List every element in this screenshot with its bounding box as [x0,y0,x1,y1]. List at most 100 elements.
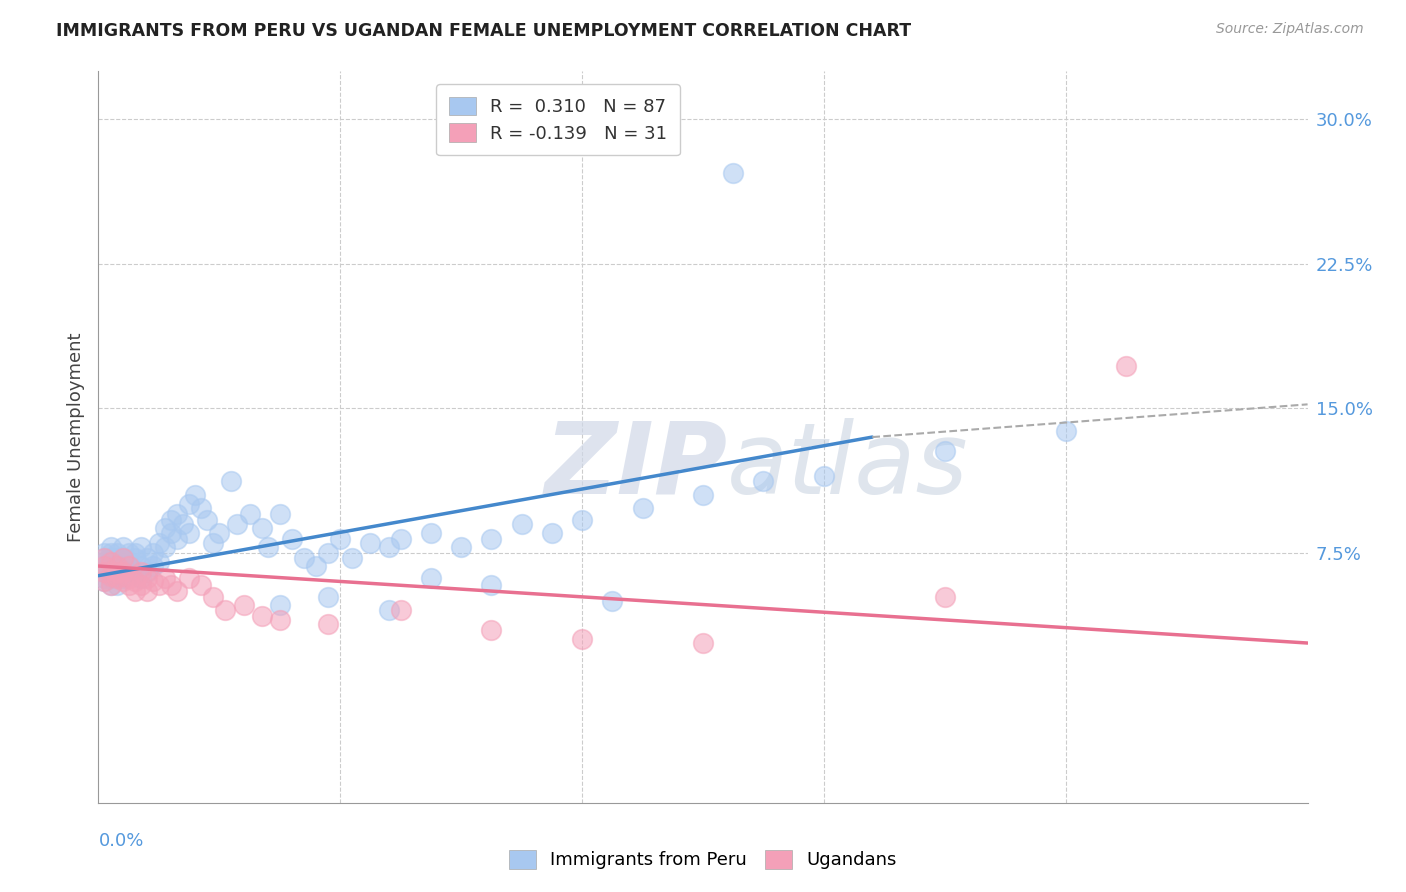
Point [93,574,115,589]
Point [105,559,128,574]
Point [692,488,714,502]
Point [105,565,128,579]
Point [100,578,122,592]
Point [420,571,443,585]
Legend: R =  0.310   N = 87, R = -0.139   N = 31: R = 0.310 N = 87, R = -0.139 N = 31 [436,84,681,155]
Point [166,532,188,546]
Point [172,516,194,531]
Point [129,540,152,554]
Point [208,526,231,541]
Point [111,574,134,589]
Point [450,540,472,554]
Point [389,532,412,546]
Point [934,590,956,604]
Point [221,475,243,489]
Point [142,559,165,574]
Point [100,551,122,566]
Text: IMMIGRANTS FROM PERU VS UGANDAN FEMALE UNEMPLOYMENT CORRELATION CHART: IMMIGRANTS FROM PERU VS UGANDAN FEMALE U… [56,22,911,40]
Point [250,609,273,624]
Point [111,571,134,585]
Point [105,571,128,585]
Point [111,565,134,579]
Point [153,540,176,554]
Point [135,584,157,599]
Point [124,545,146,559]
Point [93,565,115,579]
Point [93,545,115,559]
Point [93,571,115,585]
Text: 0.0%: 0.0% [98,832,143,850]
Point [142,574,165,589]
Point [269,507,291,521]
Point [105,551,128,566]
Point [1115,359,1137,373]
Point [481,532,503,546]
Point [184,488,207,502]
Point [420,526,443,541]
Point [100,571,122,585]
Legend: Immigrants from Peru, Ugandans: Immigrants from Peru, Ugandans [501,841,905,879]
Point [105,545,128,559]
Point [571,513,593,527]
Point [316,545,339,559]
Point [148,555,170,569]
Text: atlas: atlas [727,417,969,515]
Point [129,559,152,574]
Point [1054,425,1077,439]
Point [105,565,128,579]
Point [100,568,122,582]
Point [360,536,382,550]
Point [129,578,152,592]
Point [160,526,183,541]
Point [93,555,115,569]
Point [179,498,201,512]
Point [602,593,624,607]
Point [93,559,115,574]
Point [118,559,141,574]
Point [105,559,128,574]
Point [269,613,291,627]
Point [118,559,141,574]
Point [124,574,146,589]
Point [118,545,141,559]
Point [129,571,152,585]
Point [540,526,562,541]
Point [153,571,176,585]
Point [111,551,134,566]
Point [195,513,218,527]
Point [292,551,315,566]
Point [135,565,157,579]
Point [269,598,291,612]
Point [100,578,122,592]
Point [148,578,170,592]
Point [481,578,503,592]
Point [256,540,278,554]
Point [124,565,146,579]
Point [481,623,503,637]
Point [329,532,352,546]
Point [105,578,128,592]
Point [250,520,273,534]
Point [179,571,201,585]
Point [160,513,183,527]
Point [153,520,176,534]
Point [93,551,115,566]
Point [100,545,122,559]
Point [142,545,165,559]
Point [111,551,134,566]
Point [93,574,115,589]
Point [93,551,115,566]
Point [305,559,328,574]
Point [226,516,249,531]
Point [377,603,399,617]
Point [281,532,304,546]
Point [232,598,254,612]
Point [239,507,262,521]
Point [377,540,399,554]
Point [100,540,122,554]
Point [692,636,714,650]
Point [813,468,835,483]
Point [118,578,141,592]
Point [118,565,141,579]
Point [100,565,122,579]
